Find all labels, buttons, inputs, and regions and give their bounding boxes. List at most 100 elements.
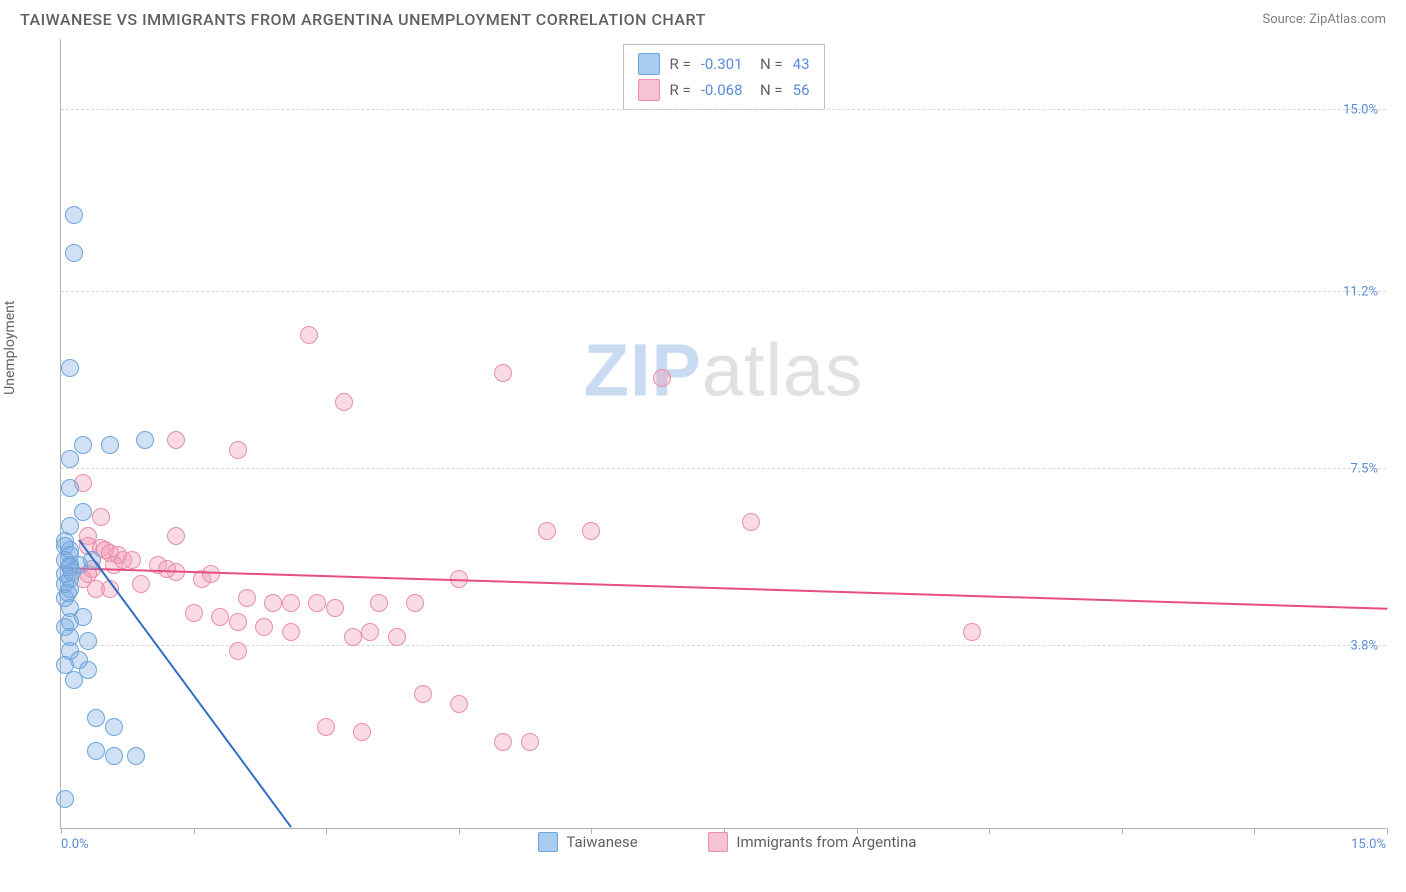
- data-point: [494, 733, 512, 751]
- r-label: R =: [669, 81, 690, 99]
- bottom-legend-item: Taiwanese: [538, 832, 637, 852]
- gridline: [61, 645, 1386, 646]
- data-point: [63, 563, 81, 581]
- data-point: [59, 584, 77, 602]
- trend-line: [78, 539, 292, 827]
- r-label: R =: [669, 55, 690, 73]
- y-tick-label: 3.8%: [1350, 639, 1378, 654]
- data-point: [255, 618, 273, 636]
- y-tick-label: 11.2%: [1343, 284, 1378, 299]
- data-point: [229, 441, 247, 459]
- legend-swatch: [538, 832, 558, 852]
- data-point: [105, 747, 123, 765]
- data-point: [238, 589, 256, 607]
- y-axis-label: Unemployment: [2, 301, 18, 395]
- data-point: [127, 747, 145, 765]
- data-point: [136, 431, 154, 449]
- watermark-zip: ZIP: [584, 329, 702, 412]
- data-point: [229, 613, 247, 631]
- x-axis-max-label: 15.0%: [1351, 837, 1386, 852]
- data-point: [202, 565, 220, 583]
- data-point: [185, 604, 203, 622]
- chart-container: Unemployment ZIPatlas R = -0.301 N = 43 …: [20, 39, 1386, 829]
- n-value-argentina: 56: [793, 81, 810, 99]
- data-point: [963, 623, 981, 641]
- x-axis-min-label: 0.0%: [61, 837, 89, 852]
- watermark-atlas: atlas: [702, 329, 863, 412]
- data-point: [494, 364, 512, 382]
- x-tick: [61, 828, 62, 834]
- x-tick: [1387, 828, 1388, 834]
- x-tick: [989, 828, 990, 834]
- legend-label: Taiwanese: [566, 833, 637, 851]
- data-point: [105, 556, 123, 574]
- swatch-taiwanese: [637, 53, 659, 75]
- gridline: [61, 109, 1386, 110]
- data-point: [74, 503, 92, 521]
- data-point: [282, 623, 300, 641]
- r-value-taiwanese: -0.301: [701, 55, 743, 73]
- data-point: [353, 723, 371, 741]
- data-point: [742, 513, 760, 531]
- data-point: [211, 608, 229, 626]
- data-point: [167, 527, 185, 545]
- data-point: [282, 594, 300, 612]
- x-tick: [194, 828, 195, 834]
- watermark: ZIPatlas: [584, 328, 863, 413]
- data-point: [74, 436, 92, 454]
- data-point: [300, 326, 318, 344]
- data-point: [101, 436, 119, 454]
- data-point: [61, 450, 79, 468]
- n-label: N =: [753, 55, 783, 73]
- data-point: [538, 522, 556, 540]
- legend-row-taiwanese: R = -0.301 N = 43: [637, 51, 809, 77]
- scatter-plot: ZIPatlas R = -0.301 N = 43 R = -0.068 N …: [60, 39, 1386, 829]
- x-tick: [326, 828, 327, 834]
- bottom-legend-item: Immigrants from Argentina: [708, 832, 916, 852]
- y-tick-label: 7.5%: [1350, 461, 1378, 476]
- data-point: [105, 718, 123, 736]
- data-point: [317, 718, 335, 736]
- data-point: [653, 369, 671, 387]
- data-point: [229, 642, 247, 660]
- trend-line: [61, 567, 1387, 610]
- data-point: [65, 206, 83, 224]
- legend-row-argentina: R = -0.068 N = 56: [637, 77, 809, 103]
- data-point: [326, 599, 344, 617]
- data-point: [264, 594, 282, 612]
- data-point: [335, 393, 353, 411]
- data-point: [361, 623, 379, 641]
- data-point: [65, 244, 83, 262]
- y-tick-label: 15.0%: [1343, 102, 1378, 117]
- n-label: N =: [753, 81, 783, 99]
- data-point: [406, 594, 424, 612]
- data-point: [87, 742, 105, 760]
- legend-label: Immigrants from Argentina: [736, 833, 916, 851]
- chart-source: Source: ZipAtlas.com: [1262, 12, 1386, 27]
- data-point: [65, 671, 83, 689]
- x-tick: [459, 828, 460, 834]
- gridline: [61, 468, 1386, 469]
- data-point: [132, 575, 150, 593]
- data-point: [92, 508, 110, 526]
- data-point: [61, 359, 79, 377]
- data-point: [388, 628, 406, 646]
- data-point: [370, 594, 388, 612]
- data-point: [87, 709, 105, 727]
- chart-title: TAIWANESE VS IMMIGRANTS FROM ARGENTINA U…: [20, 10, 706, 29]
- data-point: [582, 522, 600, 540]
- legend-swatch: [708, 832, 728, 852]
- data-point: [123, 551, 141, 569]
- data-point: [344, 628, 362, 646]
- gridline: [61, 291, 1386, 292]
- data-point: [308, 594, 326, 612]
- n-value-taiwanese: 43: [793, 55, 810, 73]
- x-tick: [1122, 828, 1123, 834]
- data-point: [521, 733, 539, 751]
- data-point: [56, 790, 74, 808]
- data-point: [79, 632, 97, 650]
- data-point: [61, 479, 79, 497]
- x-tick: [1254, 828, 1255, 834]
- data-point: [414, 685, 432, 703]
- chart-header: TAIWANESE VS IMMIGRANTS FROM ARGENTINA U…: [0, 0, 1406, 34]
